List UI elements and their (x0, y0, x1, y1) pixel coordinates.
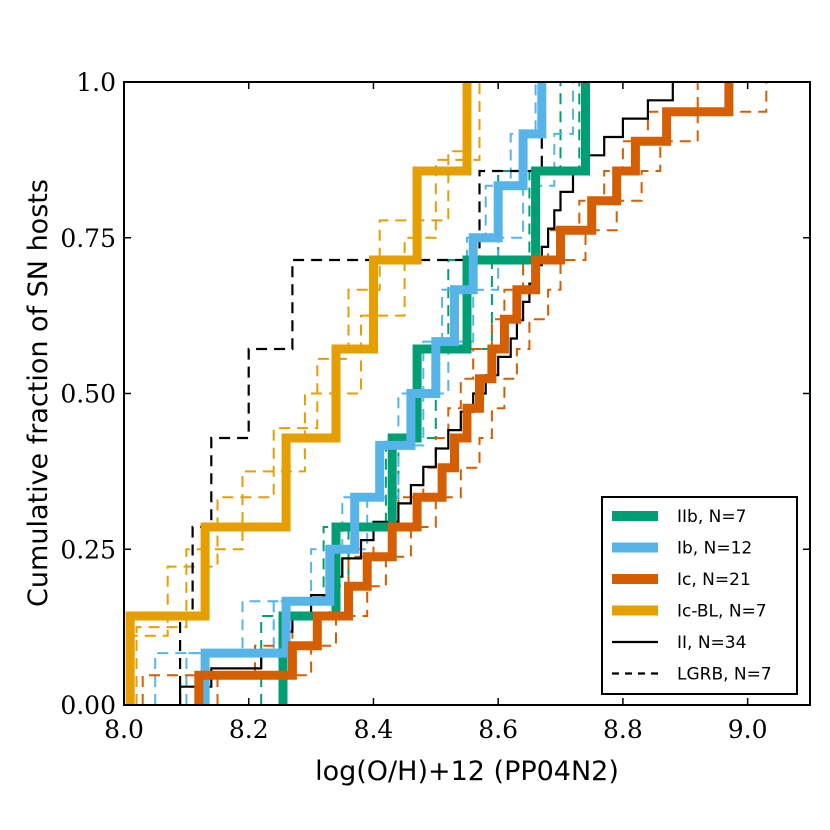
legend-box (601, 496, 798, 695)
x-tick-label-3: 8.6 (478, 715, 518, 744)
y-tick-label-0: 0.00 (60, 691, 116, 720)
legend-label-5: LGRB, N=7 (677, 665, 772, 685)
series-layer (124, 82, 768, 705)
legend-label-3: Ic-BL, N=7 (677, 602, 767, 622)
x-axis-label: log(O/H)+12 (PP04N2) (315, 756, 619, 787)
y-tick-label-4: 1.0 (76, 68, 116, 97)
legend-label-4: II, N=34 (677, 633, 746, 653)
x-tick-label-4: 8.8 (603, 715, 643, 744)
y-tick-label-3: 0.75 (60, 224, 116, 253)
y-tick-label-2: 0.50 (60, 380, 116, 409)
x-tick-label-0: 8.0 (104, 715, 144, 744)
series-line-13 (216, 82, 768, 705)
legend-label-2: Ic, N=21 (677, 570, 751, 590)
legend-label-1: Ib, N=12 (677, 539, 752, 559)
x-tick-label-2: 8.4 (354, 715, 394, 744)
series-line-5 (179, 82, 543, 705)
tick-layer: 8.0 8.2 8.4 8.6 8.8 9.0 0.00 0.25 0.50 0.75 1.0 (60, 68, 810, 744)
legend: IIb, N=7 Ib, N=12 Ic, N=21 Ic-BL, N=7 II, N=… (601, 496, 798, 695)
series-line-1 (200, 82, 547, 705)
y-axis-label: Cumulative fraction of SN hosts (23, 179, 54, 607)
x-tick-label-5: 9.0 (728, 715, 768, 744)
series-line-3 (125, 82, 472, 705)
y-tick-label-1: 0.25 (60, 535, 116, 564)
series-line-2 (194, 82, 734, 705)
legend-label-0: IIb, N=7 (677, 507, 746, 527)
x-tick-label-1: 8.2 (229, 715, 269, 744)
